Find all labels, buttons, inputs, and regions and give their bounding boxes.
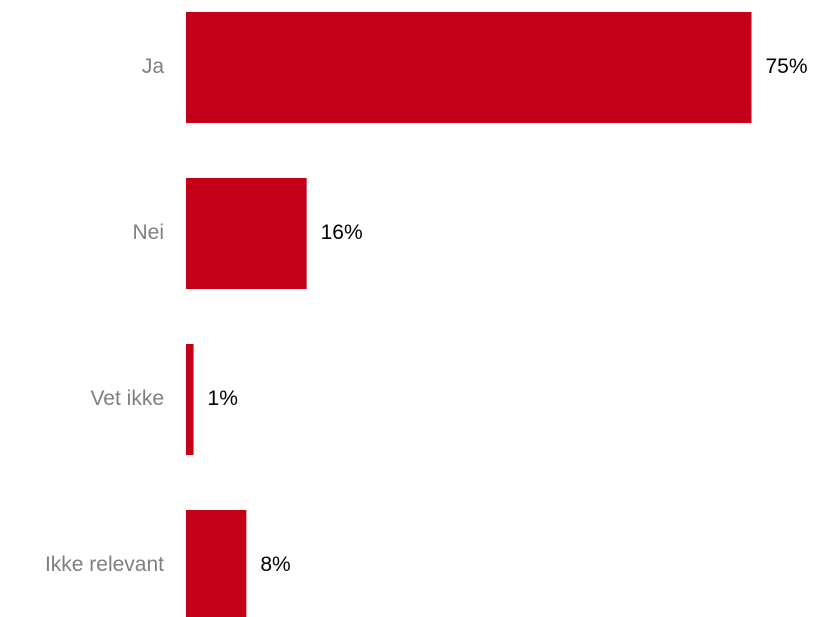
category-label-0: Ja — [142, 55, 165, 78]
value-labels-group: 75% 16% 1% 8% — [208, 55, 808, 576]
category-label-1: Nei — [132, 221, 164, 244]
bar-1 — [186, 178, 307, 289]
value-label-2: 1% — [208, 387, 238, 410]
value-label-0: 75% — [766, 55, 808, 78]
category-label-3: Ikke relevant — [45, 553, 164, 576]
value-label-1: 16% — [321, 221, 363, 244]
bars-group — [186, 12, 752, 617]
bar-3 — [186, 510, 247, 617]
bar-0 — [186, 12, 752, 123]
category-label-2: Vet ikke — [90, 387, 164, 410]
category-labels-group: Ja Nei Vet ikke Ikke relevant — [45, 55, 164, 576]
value-label-3: 8% — [260, 553, 290, 576]
bar-2 — [186, 344, 194, 455]
